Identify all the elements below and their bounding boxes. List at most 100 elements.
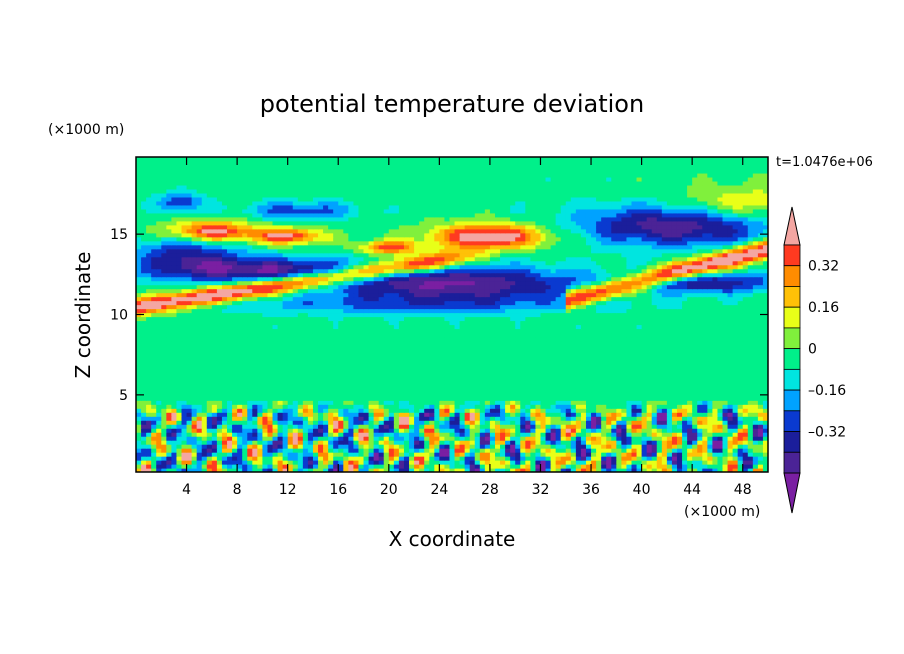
- contour-cell: [146, 432, 152, 437]
- contour-cell: [171, 356, 178, 361]
- contour-cell: [161, 440, 167, 445]
- contour-cell: [161, 328, 167, 334]
- contour-cell: [722, 348, 729, 353]
- contour-cell: [722, 388, 729, 393]
- contour-cell: [646, 404, 653, 409]
- contour-cell: [429, 336, 435, 342]
- contour-cell: [500, 408, 506, 413]
- contour-cell: [494, 452, 501, 457]
- contour-cell: [474, 388, 481, 393]
- contour-cell: [388, 424, 395, 429]
- contour-cell: [666, 372, 673, 377]
- contour-cell: [393, 344, 400, 349]
- contour-cell: [732, 372, 739, 377]
- contour-cell: [439, 464, 446, 469]
- contour-cell: [570, 400, 577, 405]
- contour-cell: [373, 416, 380, 421]
- contour-cell: [565, 440, 572, 445]
- contour-cell: [211, 344, 218, 349]
- contour-cell: [454, 344, 461, 349]
- contour-cell: [237, 424, 243, 429]
- contour-cell: [232, 364, 238, 369]
- contour-cell: [257, 436, 263, 441]
- contour-cell: [186, 348, 193, 353]
- contour-cell: [732, 448, 739, 453]
- contour-cell: [555, 412, 562, 417]
- contour-cell: [211, 388, 218, 393]
- contour-cell: [469, 404, 476, 409]
- contour-cell: [727, 340, 734, 346]
- contour-cell: [464, 324, 471, 330]
- contour-cell: [312, 448, 319, 453]
- contour-cell: [676, 360, 683, 365]
- contour-cell: [333, 356, 339, 361]
- contour-cell: [398, 332, 405, 338]
- contour-cell: [176, 468, 183, 472]
- contour-cell: [570, 464, 577, 469]
- contour-cell: [247, 416, 253, 421]
- contour-cell: [368, 356, 375, 361]
- contour-cell: [707, 388, 713, 393]
- contour-cell: [449, 312, 456, 318]
- contour-cell: [444, 352, 451, 357]
- contour-cell: [267, 460, 274, 465]
- contour-cell: [358, 388, 365, 393]
- contour-cell: [247, 400, 253, 405]
- contour-cell: [211, 460, 218, 465]
- contour-cell: [575, 312, 582, 318]
- contour-cell: [762, 444, 768, 449]
- contour-cell: [378, 420, 385, 425]
- contour-cell: [555, 420, 562, 425]
- contour-cell: [666, 344, 673, 349]
- contour-cell: [555, 384, 562, 389]
- contour-cell: [398, 348, 405, 353]
- contour-cell: [312, 444, 319, 449]
- contour-cell: [161, 336, 167, 342]
- contour-cell: [252, 420, 258, 425]
- contour-cell: [161, 384, 167, 389]
- contour-cell: [722, 336, 729, 342]
- contour-cell: [373, 356, 380, 361]
- contour-cell: [606, 340, 612, 346]
- contour-cell: [368, 352, 375, 357]
- contour-cell: [141, 424, 147, 429]
- contour-cell: [312, 440, 319, 445]
- contour-cell: [510, 352, 516, 357]
- contour-cell: [257, 448, 263, 453]
- contour-cell: [287, 352, 294, 357]
- contour-cell: [388, 440, 395, 445]
- contour-cell: [277, 412, 284, 417]
- contour-cell: [651, 344, 658, 349]
- contour-cell: [287, 332, 294, 338]
- contour-cell: [666, 332, 673, 338]
- contour-cell: [216, 332, 223, 338]
- contour-cell: [262, 452, 269, 457]
- contour-cell: [636, 452, 643, 457]
- contour-cell: [474, 320, 481, 326]
- contour-cell: [181, 400, 188, 405]
- contour-cell: [409, 340, 415, 346]
- contour-cell: [555, 436, 562, 441]
- contour-cell: [545, 344, 552, 349]
- contour-cell: [505, 336, 511, 342]
- contour-cell: [252, 344, 258, 349]
- contour-cell: [171, 332, 178, 338]
- contour-cell: [671, 432, 678, 437]
- contour-cell: [747, 444, 754, 449]
- contour-cell: [232, 432, 238, 437]
- contour-cell: [378, 412, 385, 417]
- contour-cell: [363, 344, 370, 349]
- contour-cell: [469, 332, 476, 338]
- contour-cell: [338, 456, 344, 461]
- contour-cell: [434, 452, 440, 457]
- contour-cell: [692, 364, 698, 369]
- contour-cell: [454, 336, 461, 342]
- contour-cell: [550, 400, 557, 405]
- contour-cell: [469, 312, 476, 318]
- contour-cell: [757, 340, 764, 346]
- contour-cell: [712, 328, 719, 334]
- contour-cell: [479, 428, 486, 433]
- contour-cell: [651, 372, 658, 377]
- contour-cell: [459, 372, 466, 377]
